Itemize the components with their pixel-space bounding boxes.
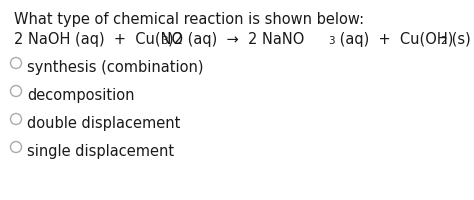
Text: 2: 2 — [440, 36, 447, 46]
Text: decomposition: decomposition — [27, 88, 135, 103]
Text: 3: 3 — [161, 36, 168, 46]
Text: )2 (aq)  →  2 NaNO: )2 (aq) → 2 NaNO — [168, 32, 304, 47]
Text: double displacement: double displacement — [27, 116, 181, 131]
Text: single displacement: single displacement — [27, 144, 174, 159]
Text: (s): (s) — [447, 32, 471, 47]
Text: What type of chemical reaction is shown below:: What type of chemical reaction is shown … — [14, 12, 364, 27]
Text: 2 NaOH (aq)  +  Cu(NO: 2 NaOH (aq) + Cu(NO — [14, 32, 183, 47]
Text: synthesis (combination): synthesis (combination) — [27, 60, 204, 75]
Text: 3: 3 — [328, 36, 335, 46]
Text: (aq)  +  Cu(OH): (aq) + Cu(OH) — [335, 32, 453, 47]
